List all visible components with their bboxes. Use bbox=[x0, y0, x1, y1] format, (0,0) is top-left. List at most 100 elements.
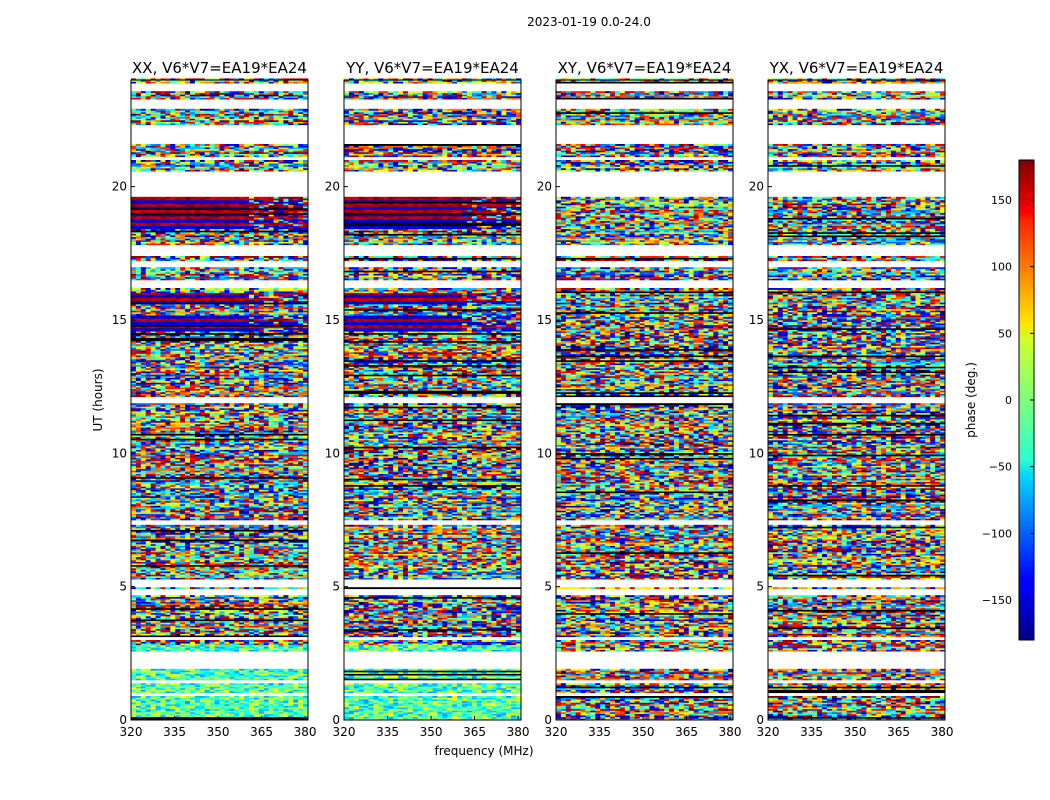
phase-cell bbox=[259, 696, 264, 698]
phase-cell bbox=[170, 696, 175, 698]
phase-cell bbox=[283, 669, 288, 671]
phase-cell bbox=[239, 669, 244, 671]
phase-cell bbox=[264, 669, 269, 671]
phase-cell bbox=[180, 669, 185, 671]
phase-cell bbox=[190, 683, 195, 685]
phase-cell bbox=[146, 669, 151, 671]
phase-cell bbox=[283, 696, 288, 698]
phase-cell bbox=[141, 696, 146, 698]
phase-cell bbox=[185, 683, 190, 685]
phase-cell bbox=[224, 696, 229, 698]
phase-cell bbox=[175, 669, 180, 671]
phase-cell bbox=[210, 696, 215, 698]
phase-cell bbox=[288, 683, 293, 685]
phase-cell bbox=[298, 696, 303, 698]
phase-cell bbox=[200, 669, 205, 671]
phase-cell bbox=[205, 696, 210, 698]
phase-cell bbox=[298, 669, 303, 671]
phase-cell bbox=[161, 683, 166, 685]
phase-cell bbox=[165, 683, 170, 685]
phase-cell bbox=[293, 669, 298, 671]
phase-cell bbox=[274, 696, 279, 698]
phase-cell bbox=[244, 696, 249, 698]
phase-cell bbox=[131, 683, 136, 685]
phase-cell bbox=[200, 683, 205, 685]
phase-cell bbox=[200, 696, 205, 698]
phase-cell bbox=[175, 696, 180, 698]
phase-cell bbox=[175, 683, 180, 685]
phase-cell bbox=[244, 669, 249, 671]
phase-cell bbox=[215, 696, 220, 698]
phase-cell bbox=[274, 683, 279, 685]
phase-cell bbox=[288, 696, 293, 698]
phase-cell bbox=[146, 696, 151, 698]
phase-cell bbox=[195, 696, 200, 698]
phase-cell bbox=[229, 683, 234, 685]
phase-cell bbox=[224, 683, 229, 685]
phase-cell bbox=[131, 669, 136, 671]
phase-cell bbox=[254, 683, 259, 685]
phase-cell bbox=[244, 683, 249, 685]
phase-cell bbox=[215, 683, 220, 685]
phase-cell bbox=[259, 669, 264, 671]
phase-cell bbox=[283, 683, 288, 685]
spectrogram-figure: 2023-01-19 0.0-24.0 XX, V6*V7=EA19*EA243… bbox=[0, 0, 1050, 800]
phase-cell bbox=[264, 696, 269, 698]
phase-cell bbox=[259, 683, 264, 685]
phase-cell bbox=[229, 669, 234, 671]
phase-cell bbox=[210, 683, 215, 685]
phase-cell bbox=[195, 669, 200, 671]
phase-cell bbox=[220, 696, 225, 698]
phase-cell bbox=[156, 669, 161, 671]
phase-cell bbox=[269, 683, 274, 685]
figure-suptitle: 2023-01-19 0.0-24.0 bbox=[527, 15, 651, 29]
phase-cell bbox=[180, 696, 185, 698]
phase-cell bbox=[249, 669, 254, 671]
phase-cell bbox=[269, 669, 274, 671]
phase-cell bbox=[136, 696, 141, 698]
phase-cell bbox=[293, 683, 298, 685]
phase-cell bbox=[249, 696, 254, 698]
phase-cell bbox=[239, 696, 244, 698]
phase-cell bbox=[279, 669, 284, 671]
phase-cell bbox=[180, 683, 185, 685]
phase-cell bbox=[161, 669, 166, 671]
phase-cell bbox=[141, 683, 146, 685]
phase-cell bbox=[239, 683, 244, 685]
phase-cell bbox=[131, 696, 136, 698]
phase-cell bbox=[170, 683, 175, 685]
phase-cell bbox=[264, 683, 269, 685]
phase-cell bbox=[298, 683, 303, 685]
phase-cell bbox=[146, 683, 151, 685]
phase-cell bbox=[220, 669, 225, 671]
phase-cell bbox=[185, 696, 190, 698]
phase-cell bbox=[185, 669, 190, 671]
phase-cell bbox=[220, 683, 225, 685]
phase-cell bbox=[249, 683, 254, 685]
phase-cell bbox=[151, 683, 156, 685]
phase-cell bbox=[136, 683, 141, 685]
phase-cell bbox=[234, 669, 239, 671]
phase-cell bbox=[234, 696, 239, 698]
phase-cell bbox=[165, 669, 170, 671]
phase-cell bbox=[136, 669, 141, 671]
phase-cell bbox=[229, 696, 234, 698]
phase-cell bbox=[224, 669, 229, 671]
phase-cell bbox=[234, 683, 239, 685]
phase-cell bbox=[254, 696, 259, 698]
phase-cell bbox=[156, 683, 161, 685]
phase-cell bbox=[210, 669, 215, 671]
phase-cell bbox=[156, 696, 161, 698]
phase-cell bbox=[151, 696, 156, 698]
phase-cell bbox=[288, 669, 293, 671]
phase-cell bbox=[195, 683, 200, 685]
phase-cell bbox=[205, 669, 210, 671]
phase-cell bbox=[190, 696, 195, 698]
phase-cell bbox=[254, 669, 259, 671]
phase-raster bbox=[131, 78, 308, 720]
phase-cell bbox=[293, 696, 298, 698]
phase-cell bbox=[141, 669, 146, 671]
phase-cell bbox=[161, 696, 166, 698]
